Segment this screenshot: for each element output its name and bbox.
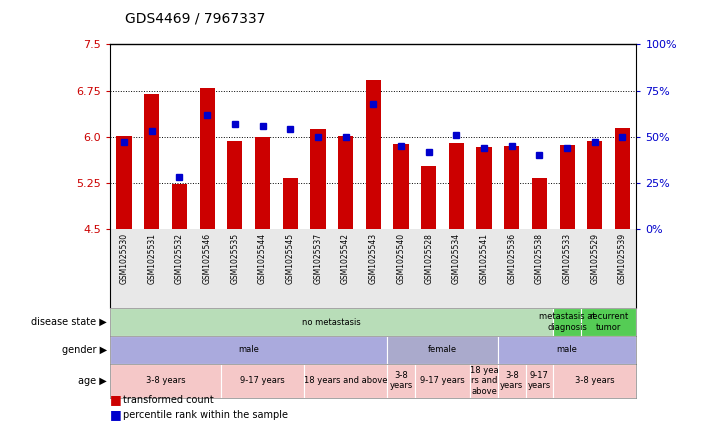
- Text: GSM1025545: GSM1025545: [286, 233, 294, 284]
- Text: 3-8 years: 3-8 years: [575, 376, 614, 385]
- Text: GSM1025529: GSM1025529: [590, 233, 599, 284]
- Bar: [581, 308, 636, 336]
- Bar: [200, 88, 215, 229]
- Text: ■: ■: [110, 393, 122, 407]
- Text: GSM1025538: GSM1025538: [535, 233, 544, 284]
- Text: GSM1025543: GSM1025543: [369, 233, 378, 284]
- Text: GSM1025535: GSM1025535: [230, 233, 240, 284]
- Bar: [387, 364, 415, 398]
- Text: percentile rank within the sample: percentile rank within the sample: [123, 410, 288, 420]
- Bar: [421, 166, 437, 229]
- Bar: [117, 136, 132, 229]
- Bar: [110, 336, 387, 364]
- Text: GSM1025532: GSM1025532: [175, 233, 184, 284]
- Bar: [228, 141, 242, 229]
- Bar: [110, 308, 553, 336]
- Bar: [282, 178, 298, 229]
- Bar: [532, 178, 547, 229]
- Bar: [221, 364, 304, 398]
- Bar: [338, 136, 353, 229]
- Bar: [476, 147, 492, 229]
- Text: male: male: [557, 345, 577, 354]
- Text: disease state ▶: disease state ▶: [31, 317, 107, 327]
- Text: metastasis at
diagnosis: metastasis at diagnosis: [539, 313, 595, 332]
- Text: 3-8
years: 3-8 years: [500, 371, 523, 390]
- Bar: [304, 364, 387, 398]
- Bar: [172, 184, 187, 229]
- Bar: [525, 364, 553, 398]
- Text: 3-8 years: 3-8 years: [146, 376, 186, 385]
- Text: 3-8
years: 3-8 years: [390, 371, 412, 390]
- Text: GSM1025533: GSM1025533: [562, 233, 572, 284]
- Bar: [560, 145, 574, 229]
- Text: GSM1025537: GSM1025537: [314, 233, 322, 284]
- Bar: [587, 141, 602, 229]
- Bar: [553, 364, 636, 398]
- Bar: [553, 308, 581, 336]
- Bar: [504, 146, 519, 229]
- Text: female: female: [428, 345, 457, 354]
- Text: 9-17
years: 9-17 years: [528, 371, 551, 390]
- Text: GSM1025536: GSM1025536: [507, 233, 516, 284]
- Bar: [310, 129, 326, 229]
- Bar: [110, 364, 221, 398]
- Bar: [387, 336, 498, 364]
- Bar: [470, 364, 498, 398]
- Bar: [393, 144, 409, 229]
- Text: male: male: [238, 345, 259, 354]
- Text: GSM1025534: GSM1025534: [452, 233, 461, 284]
- Text: 9-17 years: 9-17 years: [420, 376, 465, 385]
- Bar: [449, 143, 464, 229]
- Text: transformed count: transformed count: [123, 395, 214, 405]
- Text: gender ▶: gender ▶: [62, 345, 107, 355]
- Text: GSM1025542: GSM1025542: [341, 233, 350, 284]
- Text: GSM1025531: GSM1025531: [147, 233, 156, 284]
- Text: 9-17 years: 9-17 years: [240, 376, 285, 385]
- Text: GSM1025546: GSM1025546: [203, 233, 212, 284]
- Bar: [498, 364, 525, 398]
- Text: ■: ■: [110, 408, 122, 421]
- Bar: [365, 80, 381, 229]
- Text: GSM1025544: GSM1025544: [258, 233, 267, 284]
- Bar: [615, 127, 630, 229]
- Bar: [255, 137, 270, 229]
- Text: GSM1025530: GSM1025530: [119, 233, 129, 284]
- Text: 18 years and above: 18 years and above: [304, 376, 387, 385]
- Text: no metastasis: no metastasis: [302, 318, 361, 327]
- Bar: [498, 336, 636, 364]
- Text: GSM1025540: GSM1025540: [397, 233, 405, 284]
- Text: age ▶: age ▶: [78, 376, 107, 386]
- Text: GDS4469 / 7967337: GDS4469 / 7967337: [125, 11, 266, 25]
- Text: GSM1025541: GSM1025541: [479, 233, 488, 284]
- Bar: [144, 94, 159, 229]
- Text: GSM1025528: GSM1025528: [424, 233, 433, 284]
- Text: 18 yea
rs and
above: 18 yea rs and above: [470, 366, 498, 396]
- Text: recurrent
tumor: recurrent tumor: [589, 313, 629, 332]
- Text: GSM1025539: GSM1025539: [618, 233, 627, 284]
- Bar: [415, 364, 470, 398]
